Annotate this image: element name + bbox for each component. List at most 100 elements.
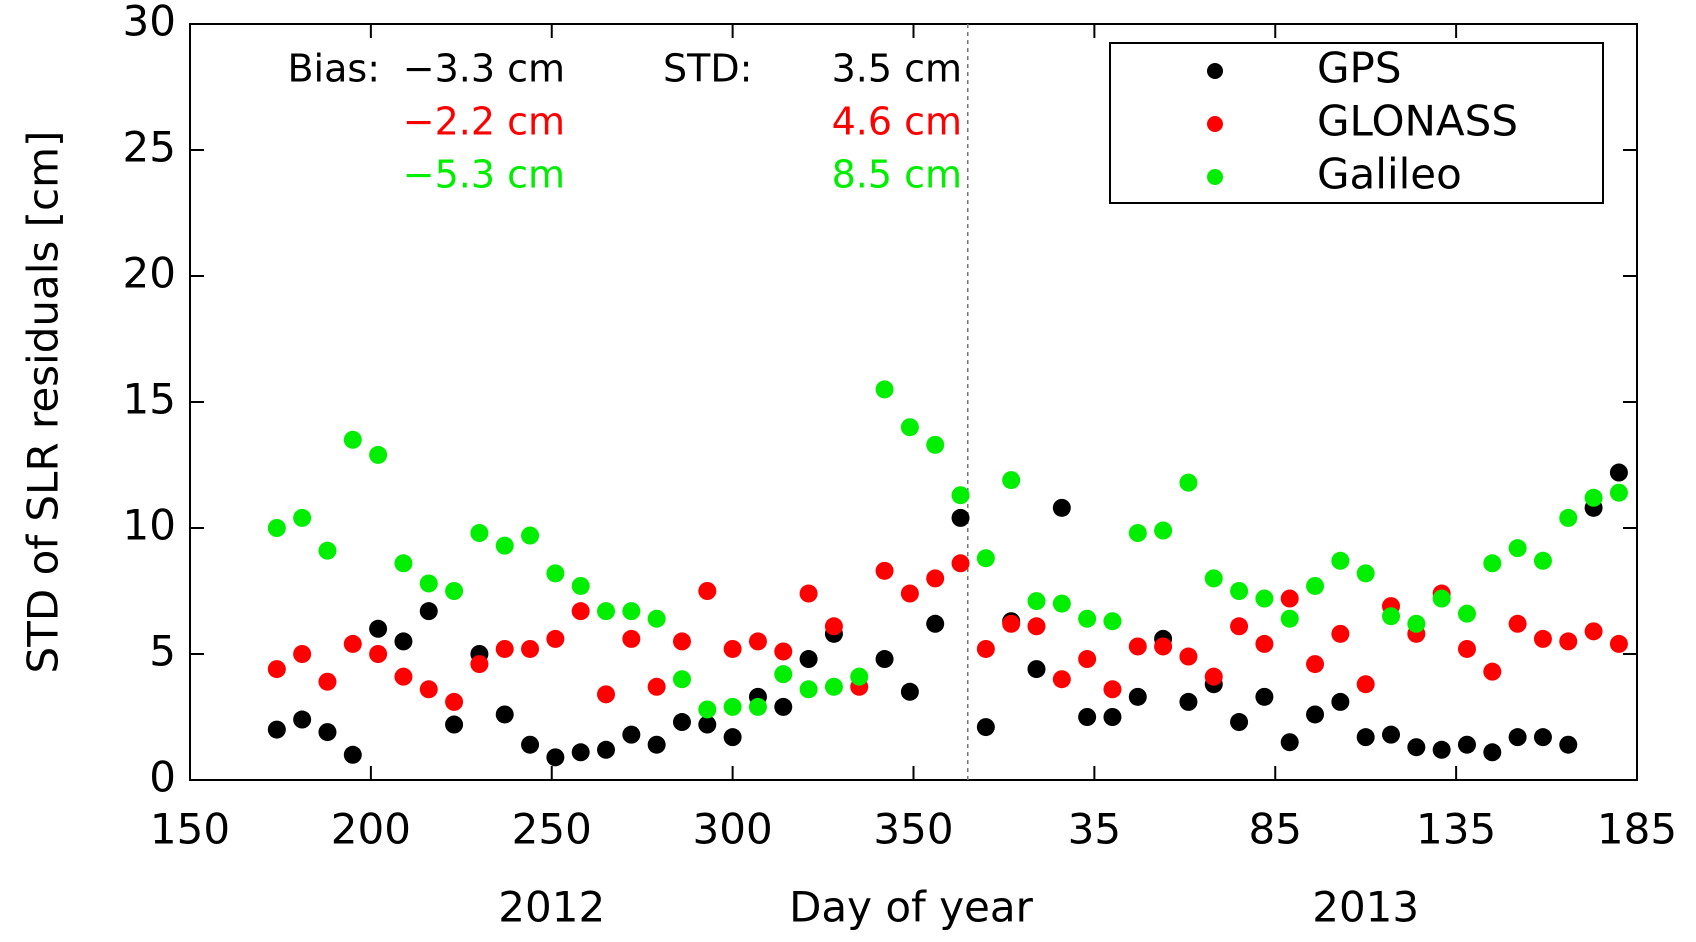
point	[495, 705, 514, 724]
point	[1052, 498, 1071, 517]
point	[1255, 687, 1274, 706]
point	[1078, 609, 1097, 628]
point	[1407, 738, 1426, 757]
point	[1584, 622, 1603, 641]
point	[1204, 667, 1223, 686]
point	[926, 435, 945, 454]
point	[799, 680, 818, 699]
point	[1407, 614, 1426, 633]
point	[1103, 680, 1122, 699]
point	[875, 380, 894, 399]
point	[521, 639, 540, 658]
point	[267, 720, 286, 739]
point	[647, 735, 666, 754]
point	[571, 743, 590, 762]
point	[1128, 687, 1147, 706]
y-tick-label: 5	[149, 627, 176, 676]
point	[546, 748, 565, 767]
point	[318, 672, 337, 691]
point	[672, 713, 691, 732]
point	[850, 667, 869, 686]
point	[672, 670, 691, 689]
std-title: STD:	[663, 47, 752, 91]
point	[723, 639, 742, 658]
point	[1154, 521, 1173, 540]
legend-label: GPS	[1317, 44, 1402, 93]
point	[1052, 594, 1071, 613]
point	[1331, 692, 1350, 711]
point	[647, 677, 666, 696]
point	[394, 554, 413, 573]
point	[394, 667, 413, 686]
point	[419, 602, 438, 621]
point	[546, 564, 565, 583]
point	[976, 639, 995, 658]
point	[470, 524, 489, 543]
point	[597, 685, 616, 704]
point	[597, 740, 616, 759]
point	[1432, 589, 1451, 608]
point	[597, 602, 616, 621]
point	[1533, 551, 1552, 570]
point	[799, 584, 818, 603]
point	[1508, 539, 1527, 558]
x-tick-label: 300	[693, 805, 773, 854]
point	[1609, 463, 1628, 482]
point	[1584, 488, 1603, 507]
point	[1230, 617, 1249, 636]
point	[445, 582, 464, 600]
point	[1230, 713, 1249, 732]
point	[723, 697, 742, 716]
point	[1457, 639, 1476, 658]
x-tick-label: 185	[1597, 805, 1677, 854]
point	[1280, 589, 1299, 608]
legend-box	[1109, 42, 1604, 204]
point	[1128, 524, 1147, 543]
point	[1179, 473, 1198, 492]
y-tick-label: 0	[149, 753, 176, 802]
point	[1230, 582, 1249, 600]
legend-marker	[1207, 63, 1223, 79]
point	[571, 602, 590, 621]
point	[1280, 609, 1299, 628]
point	[1179, 647, 1198, 666]
point	[293, 508, 312, 527]
point	[1559, 735, 1578, 754]
point	[1179, 692, 1198, 711]
point	[1154, 637, 1173, 656]
point	[521, 735, 540, 754]
point	[926, 569, 945, 588]
point	[318, 723, 337, 742]
bias-value: −5.3 cm	[403, 153, 565, 197]
point	[1356, 675, 1375, 694]
point	[1078, 708, 1097, 726]
point	[419, 574, 438, 593]
point	[1027, 617, 1046, 636]
point	[571, 576, 590, 595]
point	[1027, 660, 1046, 679]
point	[951, 486, 970, 505]
point	[1432, 740, 1451, 759]
point	[951, 554, 970, 573]
x-tick-label: 350	[873, 805, 953, 854]
x-tick-label: 200	[331, 805, 411, 854]
point	[774, 642, 793, 661]
point	[1483, 743, 1502, 762]
point	[622, 629, 641, 648]
point	[369, 445, 388, 464]
point	[1002, 614, 1021, 633]
point	[369, 645, 388, 663]
point	[875, 561, 894, 580]
point	[1382, 607, 1401, 626]
point	[799, 650, 818, 669]
point	[900, 418, 919, 437]
point	[419, 680, 438, 699]
std-value: 8.5 cm	[832, 153, 962, 197]
point	[1559, 508, 1578, 527]
point	[1508, 614, 1527, 633]
legend-label: Galileo	[1317, 150, 1462, 199]
point	[1128, 637, 1147, 656]
point	[1533, 629, 1552, 648]
